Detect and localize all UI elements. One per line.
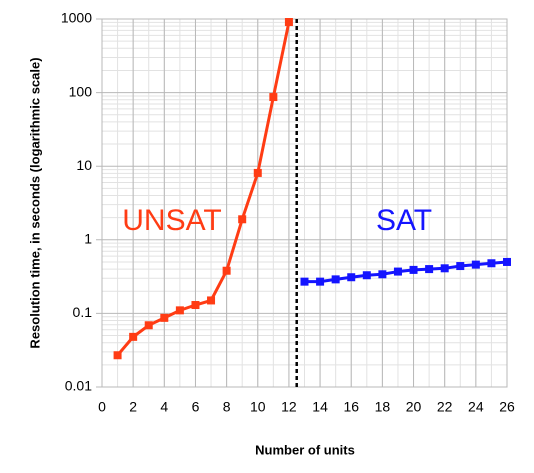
marker (238, 215, 247, 224)
marker (362, 271, 371, 280)
marker (300, 277, 309, 286)
marker (113, 351, 122, 360)
marker (425, 265, 434, 274)
marker (393, 267, 402, 276)
marker (191, 301, 200, 310)
marker (175, 306, 184, 315)
x-tick-label: 20 (406, 399, 422, 415)
y-tick-label: 1 (84, 231, 92, 247)
marker (440, 264, 449, 273)
x-tick-label: 6 (192, 399, 200, 415)
x-tick-label: 8 (223, 399, 231, 415)
x-tick-label: 24 (468, 399, 484, 415)
marker (129, 332, 138, 341)
x-tick-label: 16 (343, 399, 359, 415)
y-tick-label: 0.01 (65, 378, 92, 394)
x-tick-label: 26 (499, 399, 515, 415)
marker (253, 168, 262, 177)
marker (269, 93, 278, 102)
marker (160, 313, 169, 322)
x-tick-label: 2 (129, 399, 137, 415)
marker (378, 270, 387, 279)
marker (503, 257, 511, 266)
y-tick-label: 0.1 (73, 304, 93, 320)
x-tick-label: 10 (250, 399, 266, 415)
y-axis-title: Resolution time, in seconds (logarithmic… (27, 57, 42, 348)
marker (347, 273, 356, 282)
series-label: SAT (376, 204, 432, 237)
y-tick-label: 100 (69, 83, 93, 99)
x-tick-label: 22 (437, 399, 453, 415)
marker (409, 265, 418, 274)
y-tick-label: 10 (76, 157, 92, 173)
x-axis-title: Number of units (255, 442, 355, 457)
x-tick-label: 4 (160, 399, 168, 415)
x-tick-label: 0 (98, 399, 106, 415)
marker (222, 266, 231, 275)
y-tick-label: 1000 (61, 10, 92, 26)
marker (456, 262, 465, 271)
marker (331, 275, 340, 284)
x-tick-label: 18 (375, 399, 391, 415)
x-tick-label: 12 (281, 399, 297, 415)
marker (207, 296, 216, 305)
plot-frame (101, 18, 508, 388)
marker (316, 277, 325, 286)
series-label: UNSAT (122, 204, 221, 237)
marker (144, 321, 153, 330)
marker (487, 259, 496, 268)
x-tick-label: 14 (312, 399, 328, 415)
marker (284, 18, 293, 27)
marker (471, 260, 480, 269)
